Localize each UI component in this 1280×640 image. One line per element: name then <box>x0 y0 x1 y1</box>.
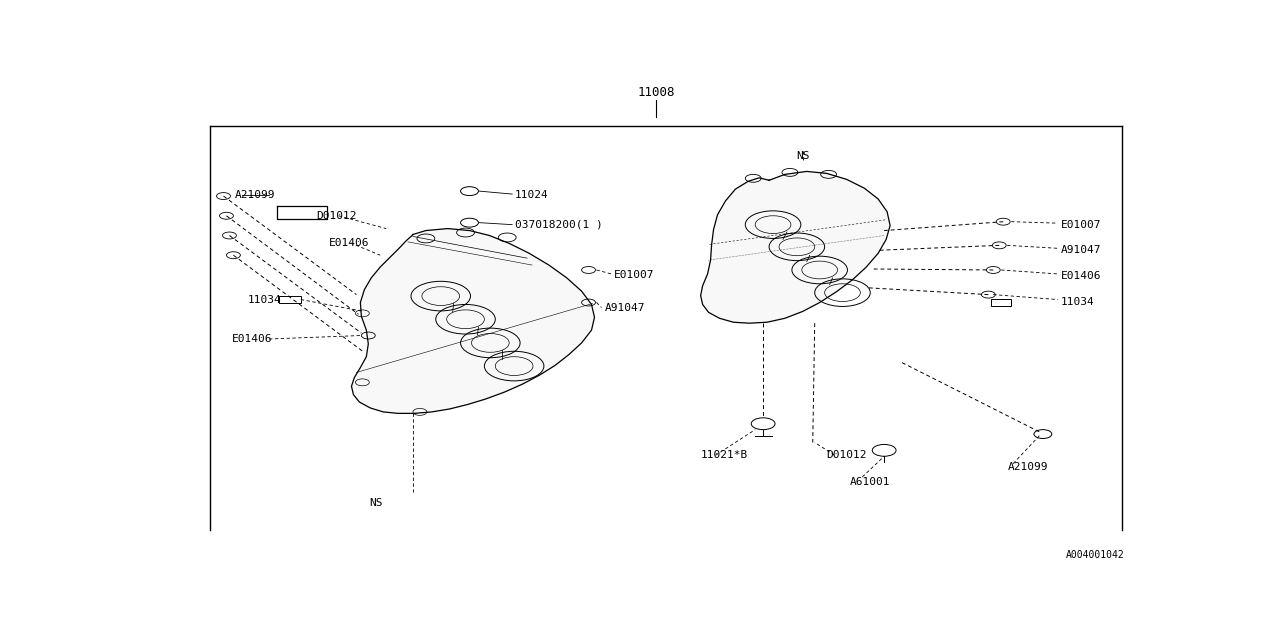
Text: A21099: A21099 <box>1009 462 1048 472</box>
Polygon shape <box>352 228 594 413</box>
Text: E01406: E01406 <box>1061 271 1101 282</box>
Text: E01007: E01007 <box>614 270 655 280</box>
Text: 11034: 11034 <box>1061 297 1094 307</box>
Text: A91047: A91047 <box>1061 245 1101 255</box>
Text: D01012: D01012 <box>316 211 357 221</box>
Bar <box>279 296 301 303</box>
Text: A91047: A91047 <box>604 303 645 314</box>
Text: 11008: 11008 <box>637 86 675 99</box>
Text: 11034: 11034 <box>247 294 282 305</box>
Text: 11024: 11024 <box>515 190 549 200</box>
Polygon shape <box>700 172 890 323</box>
Text: A004001042: A004001042 <box>1065 550 1124 560</box>
Text: E01406: E01406 <box>329 238 369 248</box>
Text: 037018200(1 ): 037018200(1 ) <box>515 220 603 230</box>
Text: NS: NS <box>370 498 383 508</box>
Text: D01012: D01012 <box>827 451 867 460</box>
Text: 11021*B: 11021*B <box>700 451 748 460</box>
Bar <box>991 299 1011 306</box>
Text: E01007: E01007 <box>1061 220 1101 230</box>
Text: A21099: A21099 <box>234 190 275 200</box>
Text: A61001: A61001 <box>850 477 890 487</box>
Text: E01406: E01406 <box>232 334 271 344</box>
Text: NS: NS <box>796 150 809 161</box>
